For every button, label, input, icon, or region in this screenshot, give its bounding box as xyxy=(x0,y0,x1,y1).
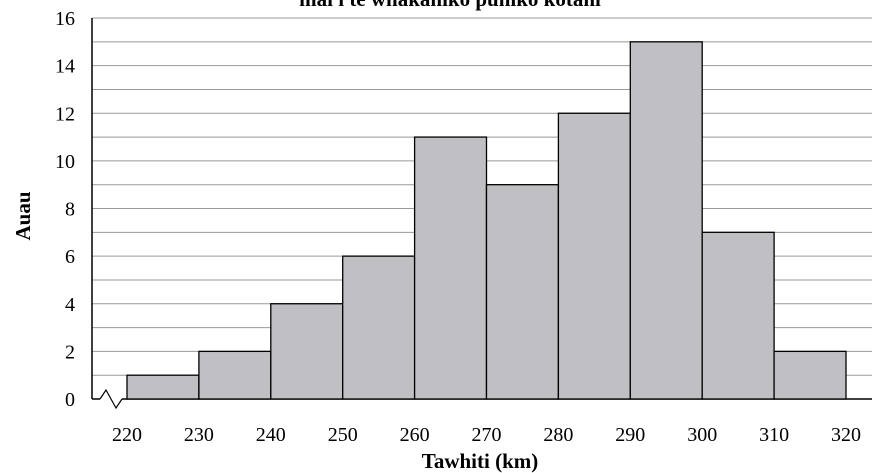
y-tick-label: 8 xyxy=(65,199,75,221)
y-tick-label: 4 xyxy=(65,294,75,316)
x-tick-label: 250 xyxy=(328,424,358,446)
histogram-bar xyxy=(773,350,847,400)
y-tick-label: 14 xyxy=(55,56,75,78)
histogram-bar xyxy=(485,184,560,400)
histogram-bar xyxy=(701,231,775,400)
histogram-bar xyxy=(198,350,272,400)
x-tick-label: 220 xyxy=(112,424,142,446)
histogram-bar xyxy=(629,41,703,400)
x-tick-label: 230 xyxy=(184,424,214,446)
y-axis-title: Auau xyxy=(11,191,35,240)
x-tick-label: 260 xyxy=(400,424,430,446)
y-tick-labels: 0 2 4 6 8 10 12 14 16 xyxy=(55,8,75,411)
y-tick-label: 10 xyxy=(55,151,75,173)
x-axis-break-symbol xyxy=(99,388,123,410)
x-tick-label: 280 xyxy=(543,424,573,446)
histogram-bar xyxy=(557,112,631,400)
x-tick-label: 310 xyxy=(759,424,789,446)
x-tick-label: 240 xyxy=(256,424,286,446)
x-tick-label: 320 xyxy=(831,424,861,446)
histogram-bar xyxy=(270,303,344,400)
y-tick-label: 0 xyxy=(65,389,75,411)
y-tick-label: 2 xyxy=(65,341,75,363)
histogram-bar xyxy=(126,374,200,400)
chart-title: mai i te whakaniko puniko kotahi xyxy=(299,0,601,11)
axes xyxy=(91,18,123,410)
x-tick-label: 270 xyxy=(472,424,502,446)
x-axis-title: Tawhiti (km) xyxy=(422,449,539,473)
y-tick-label: 6 xyxy=(65,246,75,268)
histogram-bar xyxy=(413,136,488,400)
bars xyxy=(126,41,847,400)
x-tick-labels: 220 230 240 250 260 270 280 290 300 310 320 xyxy=(112,424,861,446)
x-tick-label: 290 xyxy=(615,424,645,446)
histogram-bar xyxy=(342,255,416,400)
y-tick-label: 12 xyxy=(55,103,75,125)
y-tick-label: 16 xyxy=(55,8,75,30)
x-tick-label: 300 xyxy=(687,424,717,446)
